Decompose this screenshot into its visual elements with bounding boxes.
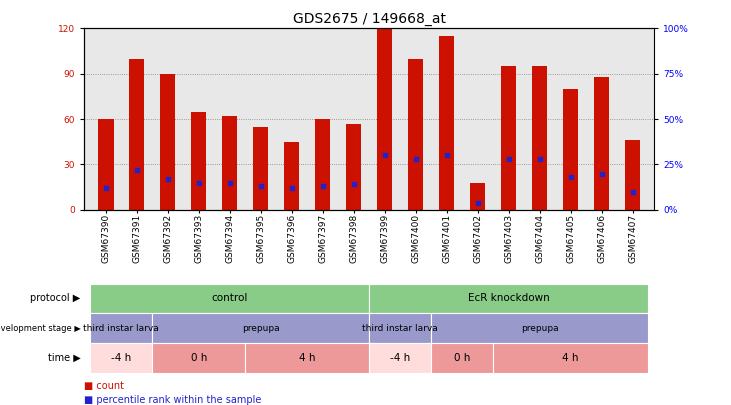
Text: prepupa: prepupa xyxy=(242,324,279,333)
Point xyxy=(348,181,360,188)
Bar xyxy=(160,74,175,210)
Point xyxy=(193,179,205,186)
Bar xyxy=(563,89,578,210)
Point xyxy=(162,176,173,182)
Text: -4 h: -4 h xyxy=(111,353,132,363)
Point xyxy=(379,152,390,159)
Title: GDS2675 / 149668_at: GDS2675 / 149668_at xyxy=(292,12,446,26)
Point xyxy=(565,174,577,180)
Point xyxy=(131,166,143,173)
Bar xyxy=(594,77,610,210)
Bar xyxy=(625,140,640,210)
Text: -4 h: -4 h xyxy=(390,353,410,363)
Point xyxy=(534,156,545,162)
Bar xyxy=(253,127,268,210)
Bar xyxy=(532,66,548,210)
Point xyxy=(286,185,298,191)
Point xyxy=(410,156,422,162)
Text: ■ percentile rank within the sample: ■ percentile rank within the sample xyxy=(84,395,262,405)
Bar xyxy=(346,124,361,210)
Point xyxy=(596,170,607,177)
Point xyxy=(626,188,638,195)
Point xyxy=(100,185,112,191)
Bar xyxy=(222,116,238,210)
Bar xyxy=(470,183,485,210)
Text: time ▶: time ▶ xyxy=(48,353,80,363)
Point xyxy=(317,183,328,190)
Text: EcR knockdown: EcR knockdown xyxy=(468,293,550,303)
Text: 4 h: 4 h xyxy=(299,353,316,363)
Bar xyxy=(315,119,330,210)
Text: control: control xyxy=(211,293,248,303)
Bar xyxy=(98,119,113,210)
Text: protocol ▶: protocol ▶ xyxy=(30,293,80,303)
Point xyxy=(441,152,452,159)
Bar xyxy=(129,59,145,210)
Bar xyxy=(501,66,516,210)
Point xyxy=(224,179,235,186)
Point xyxy=(471,199,483,206)
Text: prepupa: prepupa xyxy=(520,324,558,333)
Point xyxy=(255,183,267,190)
Bar xyxy=(191,111,206,210)
Text: 0 h: 0 h xyxy=(454,353,470,363)
Text: third instar larva: third instar larva xyxy=(83,324,159,333)
Point xyxy=(503,156,515,162)
Text: third instar larva: third instar larva xyxy=(363,324,438,333)
Bar xyxy=(408,59,423,210)
Text: development stage ▶: development stage ▶ xyxy=(0,324,80,333)
Bar xyxy=(377,28,393,210)
Text: 0 h: 0 h xyxy=(191,353,207,363)
Bar xyxy=(439,36,455,210)
Text: 4 h: 4 h xyxy=(562,353,579,363)
Bar xyxy=(284,142,300,210)
Text: ■ count: ■ count xyxy=(84,381,124,390)
